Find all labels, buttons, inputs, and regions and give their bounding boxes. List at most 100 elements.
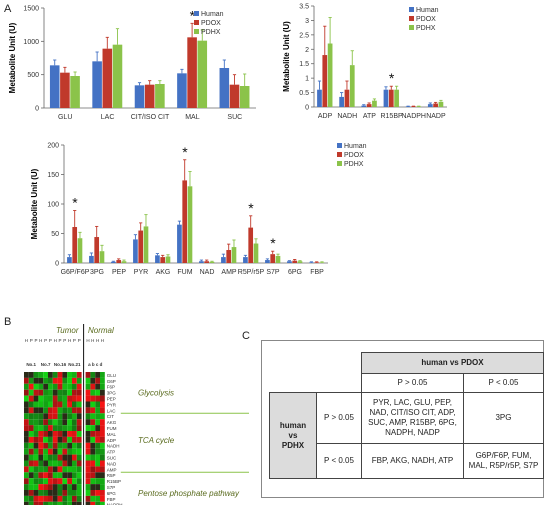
heatmap-cell [52, 478, 58, 485]
pathway-label: TCA cycle [138, 436, 175, 445]
heatmap-cell [76, 377, 82, 384]
y-tick-label: 0 [35, 106, 39, 113]
column-header: P [58, 338, 61, 343]
heatmap-cell [90, 401, 96, 408]
heatmap-cell [52, 495, 58, 502]
heatmap-cell [95, 460, 100, 467]
bar-pdhx [372, 100, 377, 107]
heatmap-cell [33, 484, 39, 490]
heatmap-cell [52, 383, 58, 390]
heatmap-cell [90, 501, 96, 505]
heatmap-cell [28, 377, 34, 384]
heatmap-cell [52, 442, 58, 449]
column-header: H [68, 338, 71, 343]
heatmap-cell [57, 436, 63, 443]
heatmap-cell [95, 389, 100, 396]
legend-swatch-human [409, 7, 414, 12]
heatmap-cell [48, 377, 53, 384]
heatmap-cell [100, 478, 105, 485]
x-tick-label: NAD [200, 269, 215, 276]
legend-label-pdox: PDOX [201, 20, 221, 27]
y-tick-label: 200 [47, 143, 59, 150]
heatmap-cell [24, 383, 29, 390]
heatmap-cell [62, 490, 68, 496]
heatmap-cell [76, 454, 82, 461]
heatmap-cell [67, 495, 72, 502]
group-label-normal: Normal [88, 326, 114, 335]
heatmap-cell [24, 431, 29, 437]
heatmap-cell [38, 436, 44, 443]
bar-human [383, 89, 389, 107]
heatmap-cell [43, 501, 48, 505]
heatmap-cell [76, 383, 82, 390]
heatmap-cell [43, 431, 48, 437]
heatmap-cell [62, 448, 68, 455]
heatmap-cell [28, 490, 34, 496]
heatmap-cell [67, 478, 72, 485]
cell-ns-ns: PYR, LAC, GLU, PEP, NAD, CIT/ISO CIT, AD… [361, 392, 464, 444]
heatmap-cell [85, 484, 91, 490]
bar-pdox [94, 237, 100, 263]
bar-pdox [366, 104, 372, 107]
x-tick-label: 3PG [90, 269, 104, 276]
legend-swatch-pdhx [337, 161, 342, 166]
panel-label-b: B [4, 316, 12, 328]
heatmap-cell [85, 401, 91, 408]
heatmap-cell [24, 501, 29, 505]
legend-label-pdhx: PDHX [201, 29, 221, 36]
heatmap-cell [52, 466, 58, 473]
heatmap-cell [95, 478, 100, 485]
y-axis-title: Metabolite Unit (U) [282, 21, 291, 92]
heatmap-cell [67, 377, 72, 384]
heatmap-cell [67, 431, 72, 437]
heatmap-cell [43, 478, 48, 485]
column-header: H [25, 338, 28, 343]
cell-ns-sig: 3PG [463, 392, 544, 444]
heatmap-cell [38, 478, 44, 485]
heatmap-cell [95, 454, 100, 461]
heatmap-cell [43, 466, 48, 473]
heatmap-cell [95, 419, 100, 426]
heatmap-cell [52, 372, 58, 378]
heatmap-cell [95, 442, 100, 449]
row-header-line3: PDHX [281, 440, 305, 450]
bar-pdhx [112, 44, 123, 108]
heatmap-cell [52, 401, 58, 408]
heatmap-cell [62, 460, 68, 467]
heatmap-cell [33, 383, 39, 390]
bar-pdox [322, 55, 328, 107]
bar-pdox [292, 260, 298, 263]
heatmap-cell [100, 436, 105, 443]
row-label: CIT [107, 414, 115, 419]
heatmap-cell [57, 454, 63, 461]
significance-star: * [72, 194, 78, 210]
heatmap-cell [57, 478, 63, 485]
heatmap-cell [67, 389, 72, 396]
bar-pdox [182, 180, 188, 263]
bar-human [92, 61, 102, 108]
panel-label-c: C [242, 330, 250, 342]
heatmap-cell [62, 383, 68, 390]
heatmap-cell [90, 448, 96, 455]
row-label-ns: P > 0.05 [316, 392, 362, 444]
y-tick-label: 1000 [23, 39, 39, 46]
bar-pdhx [187, 186, 193, 263]
sample-label: No.7 [41, 362, 51, 367]
heatmap-cell [76, 425, 82, 431]
heatmap-cell [24, 490, 29, 496]
heatmap-cell [28, 495, 34, 502]
heatmap-cell [100, 454, 105, 461]
row-label: NADH [107, 444, 120, 449]
heatmap-cell [33, 472, 39, 479]
heatmap-cell [67, 419, 72, 426]
bar-human [427, 104, 433, 107]
heatmap-cell [85, 431, 91, 437]
heatmap-cell [48, 466, 53, 473]
heatmap-cell [100, 448, 105, 455]
heatmap-cell [76, 448, 82, 455]
row-header-line2: vs [288, 430, 298, 440]
bar-human [309, 262, 314, 263]
heatmap-cell [90, 389, 96, 396]
x-tick-label: NADPH [401, 113, 426, 120]
heatmap-cell [43, 419, 48, 426]
